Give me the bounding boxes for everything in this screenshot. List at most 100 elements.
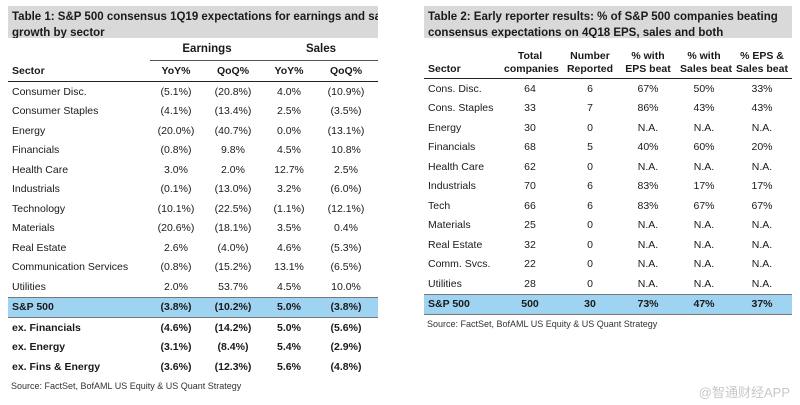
table-cell: 0 xyxy=(587,277,593,290)
table-cell: 43% xyxy=(751,102,773,115)
table-cell: (22.5%) xyxy=(214,202,252,215)
table-cell: (3.1%) xyxy=(160,341,192,354)
group-header-sales: Sales xyxy=(264,38,378,61)
table-cell: N.A. xyxy=(637,160,659,173)
table-cell: 43% xyxy=(693,102,715,115)
table-cell: 67% xyxy=(637,82,659,95)
table-row: Materials 25 0 N.A. N.A. N.A. xyxy=(424,216,792,236)
table-cell: 86% xyxy=(637,102,659,115)
table-cell: (0.1%) xyxy=(160,183,192,196)
table-cell: 67% xyxy=(693,199,715,212)
row-label: Materials xyxy=(12,222,55,235)
table-2-grid: Sector Total companies Number Reported% with… xyxy=(424,38,792,315)
table-cell: 28 xyxy=(524,277,536,290)
table-cell: 83% xyxy=(637,180,659,193)
row-label: Financials xyxy=(12,144,60,157)
row-label: Consumer Disc. xyxy=(12,85,87,98)
table-row: Consumer Staples (4.1%) (13.4%) 2.5% (3.5%) xyxy=(8,102,378,122)
column-header: % with Sales beat xyxy=(676,38,732,79)
table-cell: 2.0% xyxy=(221,163,245,176)
row-label: S&P 500 xyxy=(424,293,500,315)
row-label: Materials xyxy=(428,219,471,232)
row-label: Real Estate xyxy=(428,238,483,251)
table-cell: 5.0% xyxy=(264,296,314,318)
table-row: Real Estate 2.6% (4.0%) 4.6% (5.3%) xyxy=(8,238,378,258)
table-cell: 60% xyxy=(693,141,715,154)
table-cell: N.A. xyxy=(693,277,715,290)
table-cell: 53.7% xyxy=(218,280,248,293)
row-label: Financials xyxy=(428,141,476,154)
table-cell: N.A. xyxy=(693,160,715,173)
table-cell: 5.4% xyxy=(277,341,301,354)
table-cell: N.A. xyxy=(637,219,659,232)
table-cell: 2.5% xyxy=(277,105,301,118)
total-row: S&P 500 (3.8%) (10.2%) 5.0% (3.8%) xyxy=(8,296,378,318)
row-label: Consumer Staples xyxy=(12,105,99,118)
table-cell: (1.1%) xyxy=(273,202,305,215)
table-cell: 0 xyxy=(587,238,593,251)
table-cell: (6.5%) xyxy=(330,261,362,274)
column-header-sector: Sector xyxy=(8,60,150,82)
column-header: Sector xyxy=(424,38,500,79)
table-cell: 17% xyxy=(693,180,715,193)
table-cell: 4.5% xyxy=(277,144,301,157)
table-cell: 2.6% xyxy=(164,241,188,254)
table-2-source: Source: FactSet, BofAML US Equity & US Q… xyxy=(427,319,658,329)
table-cell: (4.1%) xyxy=(160,105,192,118)
row-label: Real Estate xyxy=(12,241,67,254)
table-cell: (3.8%) xyxy=(314,296,378,318)
table-cell: 2.5% xyxy=(334,163,358,176)
total-row: S&P 500 500 30 73% 47% 37% xyxy=(424,293,792,315)
table-cell: (3.6%) xyxy=(160,360,192,373)
column-header: Total companies xyxy=(500,38,560,79)
table-cell: 30 xyxy=(560,293,620,315)
table-cell: 10.0% xyxy=(331,280,361,293)
table-cell: 25 xyxy=(524,219,536,232)
table-cell: (20.0%) xyxy=(157,124,195,137)
table-row: Health Care 62 0 N.A. N.A. N.A. xyxy=(424,157,792,177)
table-cell: N.A. xyxy=(637,238,659,251)
column-header-earnings-qoq: QoQ% xyxy=(202,60,264,82)
table-cell: N.A. xyxy=(637,277,659,290)
row-label: ex. Financials xyxy=(12,321,81,334)
table-1-grid: Earnings Sales Sector YoY% QoQ% YoY% QoQ… xyxy=(8,38,378,377)
table-row: Utilities 28 0 N.A. N.A. N.A. xyxy=(424,274,792,294)
table-cell: 500 xyxy=(500,293,560,315)
row-label: Utilities xyxy=(428,277,462,290)
table-row: Consumer Disc. (5.1%) (20.8%) 4.0% (10.9%) xyxy=(8,82,378,102)
table-cell: (15.2%) xyxy=(214,261,252,274)
table-row: Cons. Disc. 64 6 67% 50% 33% xyxy=(424,79,792,99)
table-cell: 0.0% xyxy=(277,124,301,137)
table-cell: (13.0%) xyxy=(214,183,252,196)
table-cell: 6 xyxy=(587,199,593,212)
table-cell: N.A. xyxy=(637,258,659,271)
row-label: Energy xyxy=(12,124,46,137)
table-cell: N.A. xyxy=(751,238,773,251)
row-label: Tech xyxy=(428,199,451,212)
table-cell: (5.1%) xyxy=(160,85,192,98)
table-cell: 33 xyxy=(524,102,536,115)
table-row: Energy 30 0 N.A. N.A. N.A. xyxy=(424,118,792,138)
row-label: S&P 500 xyxy=(8,296,150,318)
table-row: Financials (0.8%) 9.8% 4.5% 10.8% xyxy=(8,141,378,161)
table-cell: (20.6%) xyxy=(157,222,195,235)
table-row: ex. Financials (4.6%) (14.2%) 5.0% (5.6%) xyxy=(8,318,378,338)
table-cell: 7 xyxy=(587,102,593,115)
table-cell: (3.8%) xyxy=(150,296,202,318)
table-row: ex. Fins & Energy (3.6%) (12.3%) 5.6% (4.8%) xyxy=(8,357,378,377)
table-cell: 0 xyxy=(587,121,593,134)
table-cell: 22 xyxy=(524,258,536,271)
table-cell: 70 xyxy=(524,180,536,193)
table-cell: (5.6%) xyxy=(330,321,362,334)
table-cell: (4.8%) xyxy=(330,360,362,373)
watermark: @智通财经APP xyxy=(698,385,790,400)
row-label: Technology xyxy=(12,202,66,215)
table-2-title: Table 2: Early reporter results: % of S&… xyxy=(424,6,792,38)
table-row: ex. Energy (3.1%) (8.4%) 5.4% (2.9%) xyxy=(8,338,378,358)
table-cell: 5 xyxy=(587,141,593,154)
table-cell: 4.5% xyxy=(277,280,301,293)
table-cell: 32 xyxy=(524,238,536,251)
row-label: Health Care xyxy=(428,160,485,173)
table-cell: 33% xyxy=(751,82,773,95)
table-row: Communication Services (0.8%) (15.2%) 13.1%… xyxy=(8,258,378,278)
